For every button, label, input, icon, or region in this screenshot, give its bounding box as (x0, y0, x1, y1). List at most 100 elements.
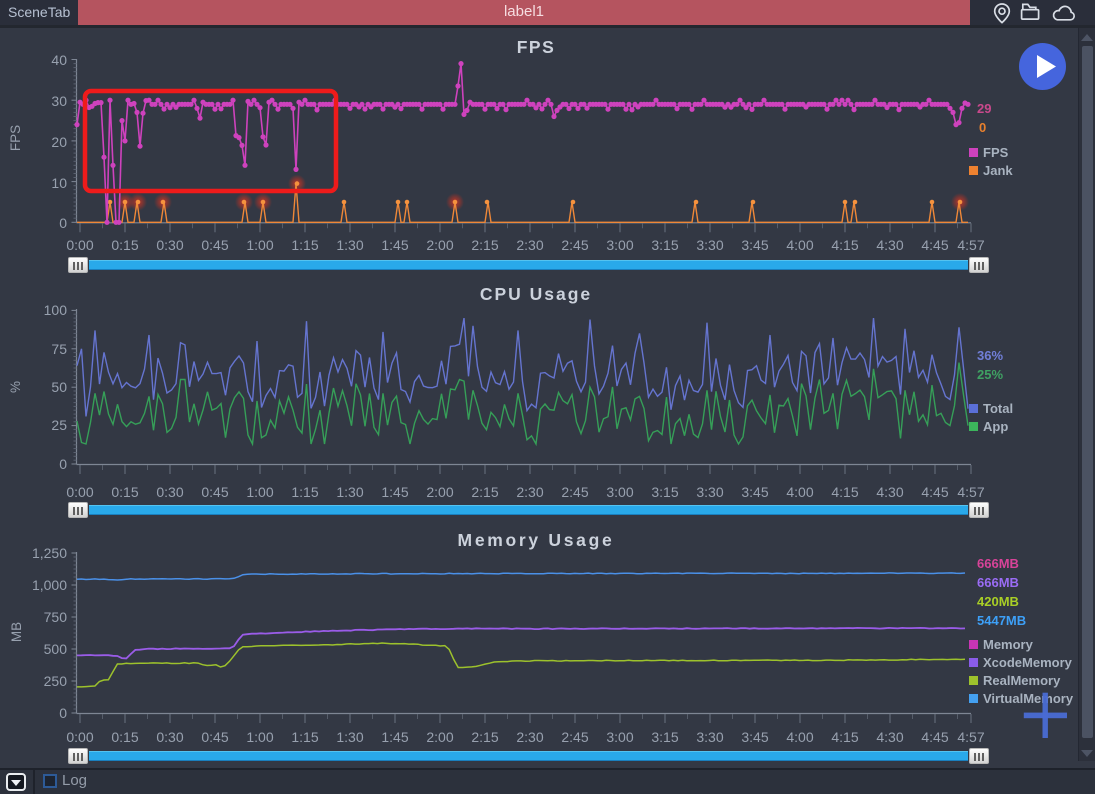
svg-text:Memory Usage: Memory Usage (458, 530, 615, 550)
svg-text:Memory: Memory (983, 637, 1034, 652)
svg-text:1:00: 1:00 (246, 484, 273, 500)
svg-text:3:45: 3:45 (741, 729, 768, 745)
svg-text:10: 10 (51, 175, 67, 191)
svg-text:%: % (8, 381, 23, 393)
svg-text:0: 0 (59, 456, 67, 472)
svg-text:4:45: 4:45 (921, 484, 948, 500)
svg-text:25%: 25% (977, 367, 1003, 382)
svg-text:4:15: 4:15 (831, 729, 858, 745)
svg-text:1:15: 1:15 (291, 729, 318, 745)
svg-text:2:15: 2:15 (471, 729, 498, 745)
svg-text:1,000: 1,000 (32, 577, 67, 593)
svg-text:1:00: 1:00 (246, 729, 273, 745)
svg-text:750: 750 (44, 609, 68, 625)
svg-text:0:45: 0:45 (201, 237, 228, 253)
svg-text:20: 20 (51, 134, 67, 150)
svg-text:4:30: 4:30 (876, 729, 903, 745)
svg-text:420MB: 420MB (977, 594, 1019, 609)
svg-text:5447MB: 5447MB (977, 613, 1026, 628)
svg-text:2:30: 2:30 (516, 237, 543, 253)
svg-text:3:00: 3:00 (606, 484, 633, 500)
svg-text:0:30: 0:30 (156, 237, 183, 253)
svg-text:0:00: 0:00 (66, 484, 93, 500)
svg-text:40: 40 (51, 52, 67, 68)
svg-text:3:15: 3:15 (651, 484, 678, 500)
svg-text:3:30: 3:30 (696, 729, 723, 745)
svg-text:4:15: 4:15 (831, 237, 858, 253)
svg-text:MB: MB (9, 622, 24, 642)
svg-text:666MB: 666MB (977, 556, 1019, 571)
svg-text:1:45: 1:45 (381, 237, 408, 253)
svg-text:FPS: FPS (8, 125, 23, 151)
svg-text:RealMemory: RealMemory (983, 673, 1061, 688)
svg-text:0:45: 0:45 (201, 484, 228, 500)
svg-text:Total: Total (983, 401, 1013, 416)
svg-text:2:00: 2:00 (426, 484, 453, 500)
svg-text:VirtualMemory: VirtualMemory (983, 691, 1074, 706)
svg-text:1:15: 1:15 (291, 484, 318, 500)
svg-text:666MB: 666MB (977, 575, 1019, 590)
svg-text:0:00: 0:00 (66, 237, 93, 253)
svg-text:CPU Usage: CPU Usage (480, 284, 592, 304)
svg-text:2:30: 2:30 (516, 729, 543, 745)
svg-text:1,250: 1,250 (32, 545, 67, 561)
svg-text:30: 30 (51, 93, 67, 109)
svg-text:0:15: 0:15 (111, 237, 138, 253)
svg-text:1:15: 1:15 (291, 237, 318, 253)
svg-text:FPS: FPS (517, 37, 556, 57)
svg-text:3:45: 3:45 (741, 237, 768, 253)
svg-text:1:45: 1:45 (381, 729, 408, 745)
svg-text:2:15: 2:15 (471, 237, 498, 253)
svg-text:0:15: 0:15 (111, 484, 138, 500)
svg-text:29: 29 (977, 101, 991, 116)
svg-text:2:15: 2:15 (471, 484, 498, 500)
svg-text:Jank: Jank (983, 163, 1013, 178)
svg-text:2:45: 2:45 (561, 237, 588, 253)
svg-text:0:45: 0:45 (201, 729, 228, 745)
svg-text:1:45: 1:45 (381, 484, 408, 500)
svg-text:4:57: 4:57 (957, 729, 984, 745)
svg-text:25: 25 (51, 417, 67, 433)
svg-text:3:45: 3:45 (741, 484, 768, 500)
svg-text:3:30: 3:30 (696, 484, 723, 500)
svg-text:3:00: 3:00 (606, 729, 633, 745)
svg-text:500: 500 (44, 641, 68, 657)
svg-text:4:00: 4:00 (786, 484, 813, 500)
svg-text:4:57: 4:57 (957, 484, 984, 500)
svg-text:0:30: 0:30 (156, 729, 183, 745)
svg-text:4:15: 4:15 (831, 484, 858, 500)
svg-text:0: 0 (59, 705, 67, 721)
svg-text:2:00: 2:00 (426, 729, 453, 745)
svg-text:1:30: 1:30 (336, 729, 363, 745)
svg-text:4:57: 4:57 (957, 237, 984, 253)
svg-text:3:15: 3:15 (651, 237, 678, 253)
svg-text:0: 0 (59, 215, 67, 231)
svg-text:App: App (983, 419, 1008, 434)
svg-text:FPS: FPS (983, 145, 1009, 160)
svg-text:3:30: 3:30 (696, 237, 723, 253)
svg-text:2:45: 2:45 (561, 484, 588, 500)
svg-text:2:45: 2:45 (561, 729, 588, 745)
svg-text:36%: 36% (977, 348, 1003, 363)
svg-text:0:15: 0:15 (111, 729, 138, 745)
svg-text:4:30: 4:30 (876, 237, 903, 253)
svg-text:4:45: 4:45 (921, 237, 948, 253)
svg-text:0: 0 (979, 120, 986, 135)
svg-text:3:00: 3:00 (606, 237, 633, 253)
svg-text:50: 50 (51, 379, 67, 395)
svg-text:4:00: 4:00 (786, 729, 813, 745)
svg-text:XcodeMemory: XcodeMemory (983, 655, 1073, 670)
svg-text:4:00: 4:00 (786, 237, 813, 253)
svg-text:2:00: 2:00 (426, 237, 453, 253)
svg-text:1:00: 1:00 (246, 237, 273, 253)
svg-text:4:30: 4:30 (876, 484, 903, 500)
svg-text:250: 250 (44, 673, 68, 689)
svg-text:0:30: 0:30 (156, 484, 183, 500)
svg-text:3:15: 3:15 (651, 729, 678, 745)
svg-text:1:30: 1:30 (336, 484, 363, 500)
svg-text:100: 100 (44, 302, 68, 318)
svg-text:4:45: 4:45 (921, 729, 948, 745)
svg-text:75: 75 (51, 341, 67, 357)
svg-text:1:30: 1:30 (336, 237, 363, 253)
svg-text:2:30: 2:30 (516, 484, 543, 500)
